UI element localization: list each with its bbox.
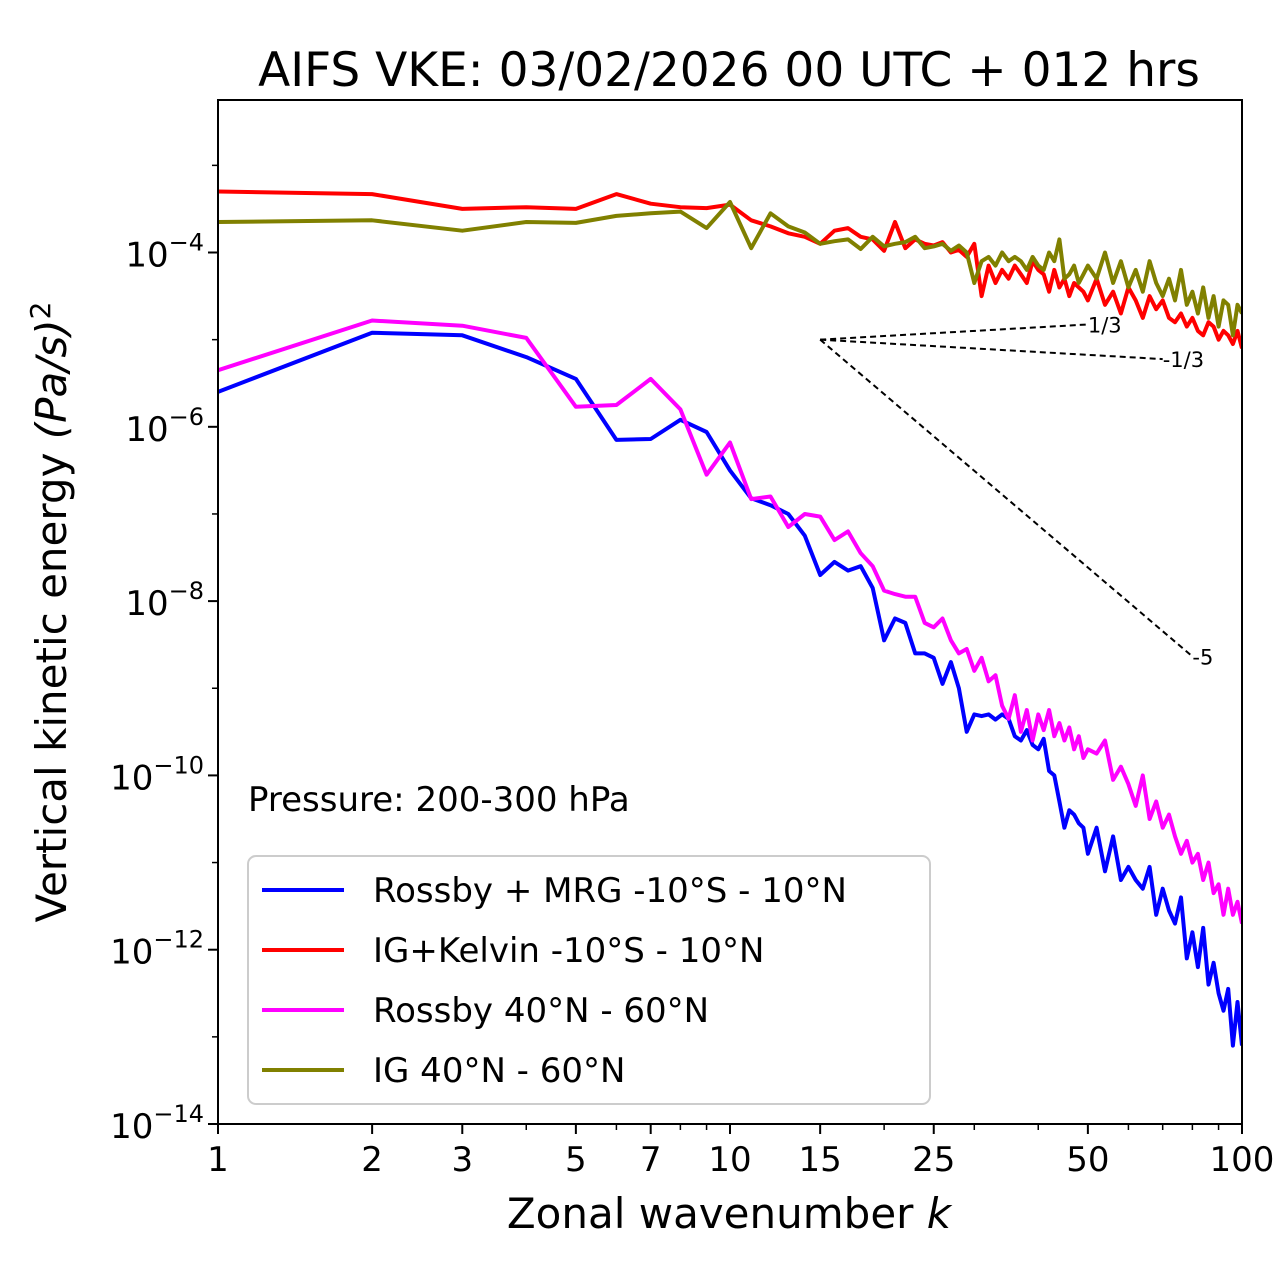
x-tick-label: 1 xyxy=(207,1140,229,1180)
y-tick-label: 10−6 xyxy=(125,403,204,450)
reference-slope-lines: 1/3 -1/3 -5 xyxy=(819,313,1213,669)
x-tick-label: 10 xyxy=(708,1140,751,1180)
legend-label: Rossby + MRG -10°S - 10°N xyxy=(373,871,847,911)
series-line xyxy=(218,200,1242,338)
y-axis-label: Vertical kinetic energy (Pa/s)2 xyxy=(24,302,76,923)
reference-slope-label: -5 xyxy=(1192,645,1213,669)
pressure-annotation: Pressure: 200-300 hPa xyxy=(248,780,630,820)
x-tick-label: 2 xyxy=(361,1140,383,1180)
y-tick-label: 10−12 xyxy=(110,926,204,973)
reference-slope-line xyxy=(819,338,1194,658)
x-tick-label: 7 xyxy=(640,1140,662,1180)
legend-label: Rossby 40°N - 60°N xyxy=(373,991,709,1031)
y-tick-label: 10−4 xyxy=(125,229,204,276)
chart-title: AIFS VKE: 03/02/2026 00 UTC + 012 hrs xyxy=(258,43,1200,98)
reference-slope-line xyxy=(820,323,1088,341)
reference-slope-label: -1/3 xyxy=(1163,348,1204,372)
series-line xyxy=(218,318,1242,925)
x-axis-label: Zonal wavenumber k xyxy=(507,1189,953,1238)
x-tick-label: 50 xyxy=(1066,1140,1109,1180)
legend-label: IG 40°N - 60°N xyxy=(373,1051,625,1091)
x-tick-label: 15 xyxy=(799,1140,842,1180)
legend: Rossby + MRG -10°S - 10°N IG+Kelvin -10°S… xyxy=(247,855,931,1105)
y-tick-label: 10−10 xyxy=(110,751,204,798)
legend-label: IG+Kelvin -10°S - 10°N xyxy=(373,931,764,971)
x-tick-label: 5 xyxy=(565,1140,587,1180)
y-tick-label: 10−8 xyxy=(125,577,204,624)
series-lines xyxy=(218,189,1242,1048)
x-tick-label: 100 xyxy=(1210,1140,1275,1180)
x-tick-label: 3 xyxy=(451,1140,473,1180)
x-tick-label: 25 xyxy=(912,1140,955,1180)
x-axis-ticks: 1 2 3 5 7 10 15 25 50 100 xyxy=(207,1124,1274,1180)
reference-slope-label: 1/3 xyxy=(1088,313,1122,337)
y-axis-ticks: 10−4 10−6 10−8 10−10 10−12 10−14 xyxy=(110,164,218,1147)
legend-box xyxy=(247,855,931,1105)
reference-slope-line xyxy=(820,338,1163,361)
series-line xyxy=(218,189,1242,349)
y-tick-label: 10−14 xyxy=(110,1100,204,1147)
